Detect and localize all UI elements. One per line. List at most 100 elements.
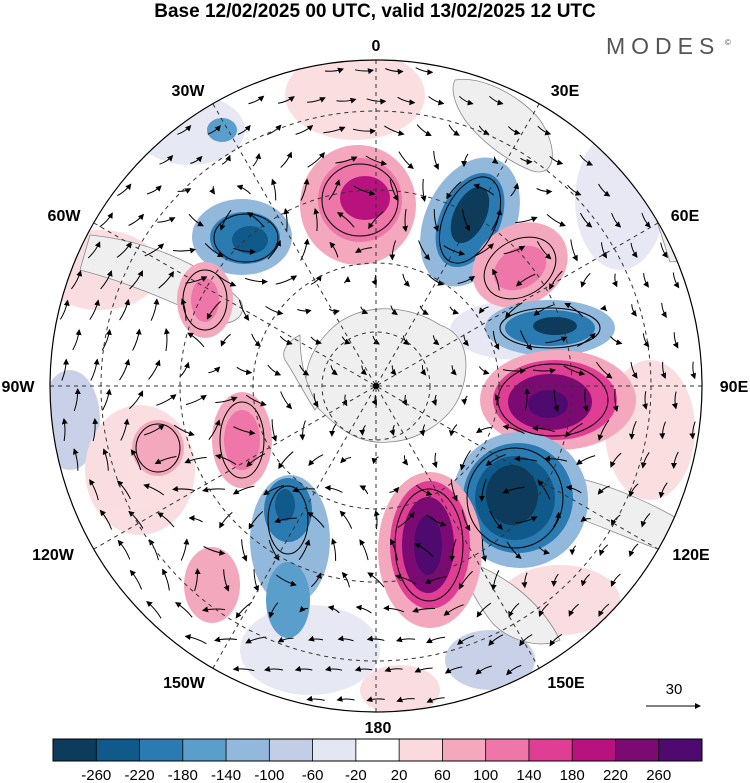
wind-vector-arrow <box>232 485 255 495</box>
wind-vector-arrow <box>307 97 326 103</box>
wind-vector-arrow <box>397 96 416 106</box>
wind-vector-arrow <box>120 418 130 441</box>
colorbar-swatch <box>355 739 400 761</box>
wind-vector-arrow <box>341 394 348 407</box>
wind-vector-arrow <box>232 247 256 255</box>
wind-vector-arrow <box>515 216 538 224</box>
wind-vector-arrow <box>267 124 282 136</box>
wind-vector-arrow <box>508 603 520 618</box>
wind-vector-arrow <box>275 574 297 587</box>
wind-vector-arrow <box>390 538 398 561</box>
wind-vector-arrow <box>426 636 446 644</box>
wind-vectors <box>59 67 697 703</box>
wind-vector-arrow <box>536 188 553 195</box>
reference-vector-label: 30 <box>666 681 683 698</box>
wind-vector-arrow <box>489 95 504 106</box>
wind-vector-arrow <box>475 426 492 434</box>
wind-vector-arrow <box>359 485 369 495</box>
wind-vector-arrow <box>396 696 415 703</box>
wind-vector-arrow <box>600 304 608 312</box>
wind-vector-arrow <box>308 635 324 642</box>
wind-vector-arrow <box>660 361 667 379</box>
wind-vector-arrow <box>426 697 445 703</box>
wind-vector-arrow <box>248 511 264 530</box>
wind-vector-arrow <box>329 423 337 437</box>
wind-vector-arrow <box>418 240 431 261</box>
label-lon-0: 0 <box>372 38 381 55</box>
wind-vector-arrow <box>252 152 262 167</box>
wind-vector-arrow <box>401 394 407 406</box>
wind-vector-arrow <box>267 239 281 260</box>
wind-vector-arrow <box>428 275 445 286</box>
wind-vector-arrow <box>494 393 501 406</box>
wind-vector-arrow <box>343 276 351 284</box>
wind-vector-arrow <box>551 573 559 587</box>
wind-vector-arrow <box>580 574 591 587</box>
wind-vector-arrow <box>101 328 112 351</box>
wind-vector-arrow <box>274 517 297 523</box>
wind-vector-arrow <box>565 484 582 494</box>
wind-vector-arrow <box>310 336 322 345</box>
wind-vector-arrow <box>579 154 594 166</box>
wind-vector-arrow <box>248 95 265 105</box>
colorbar-swatch <box>53 739 97 761</box>
wind-vector-arrow <box>521 572 528 589</box>
brand-mark: © <box>725 38 731 47</box>
wind-vector-arrow <box>214 636 238 643</box>
label-lon-30w: 30W <box>172 83 206 100</box>
wind-vector-arrow <box>190 155 203 164</box>
wind-vector-arrow <box>533 304 554 316</box>
wind-vector-arrow <box>642 391 648 410</box>
wind-vector-arrow <box>100 270 113 290</box>
wind-vector-arrow <box>385 68 404 75</box>
wind-vector-arrow <box>524 388 531 412</box>
wind-vector-arrow <box>580 212 593 228</box>
graticule <box>50 60 702 712</box>
wind-vector-arrow <box>641 212 651 228</box>
contour-lines <box>135 163 609 602</box>
wind-vector-arrow <box>568 603 579 617</box>
wind-vector-arrow <box>202 486 226 493</box>
wind-vector-arrow <box>515 516 538 524</box>
map-title: Base 12/02/2025 00 UTC, valid 13/02/2025… <box>154 1 596 22</box>
wind-vector-arrow <box>264 665 284 672</box>
wind-vector-arrow <box>283 208 290 232</box>
wind-vector-arrow <box>640 513 651 528</box>
wind-vector-arrow <box>461 209 471 232</box>
wind-vector-arrow <box>73 388 81 412</box>
wind-vector-arrow <box>461 395 468 406</box>
wind-vector-arrow <box>490 570 500 591</box>
wind-vector-arrow <box>184 456 207 464</box>
wind-vector-arrow <box>461 153 469 168</box>
colorbar-tick-label: -140 <box>211 767 241 783</box>
wind-vector-arrow <box>367 572 385 588</box>
wind-vector-arrow <box>672 332 679 349</box>
wind-vector-arrow <box>672 272 680 289</box>
wind-vector-arrow <box>150 298 160 321</box>
wind-vector-arrow <box>597 485 610 495</box>
wind-vector-arrow <box>324 484 343 493</box>
wind-vector-arrow <box>143 483 165 496</box>
wind-vector-arrow <box>457 275 476 284</box>
wind-vector-arrow <box>353 185 376 197</box>
wind-vector-arrow <box>389 486 400 494</box>
wind-vector-arrow <box>489 510 503 530</box>
wind-vector-arrow <box>238 299 250 321</box>
wind-vector-arrow <box>237 124 251 135</box>
wind-vector-arrow <box>300 238 310 261</box>
wind-vector-arrow <box>128 510 144 529</box>
wind-vector-arrow <box>280 391 293 410</box>
wind-vector-arrow <box>670 451 679 469</box>
wind-vector-arrow <box>61 358 70 381</box>
colorbar-swatch <box>528 739 573 761</box>
wind-vector-arrow <box>458 95 474 106</box>
wind-vector-arrow <box>505 302 523 319</box>
wind-vector-arrow <box>221 154 231 165</box>
wind-vector-arrow <box>549 156 564 166</box>
wind-vector-arrow <box>576 455 596 466</box>
wind-vector-arrow <box>220 333 231 347</box>
wind-vector-arrow <box>610 514 621 526</box>
wind-vector-arrow <box>428 96 445 106</box>
wind-vector-arrow <box>478 479 487 502</box>
wind-vector-arrow <box>299 605 309 613</box>
